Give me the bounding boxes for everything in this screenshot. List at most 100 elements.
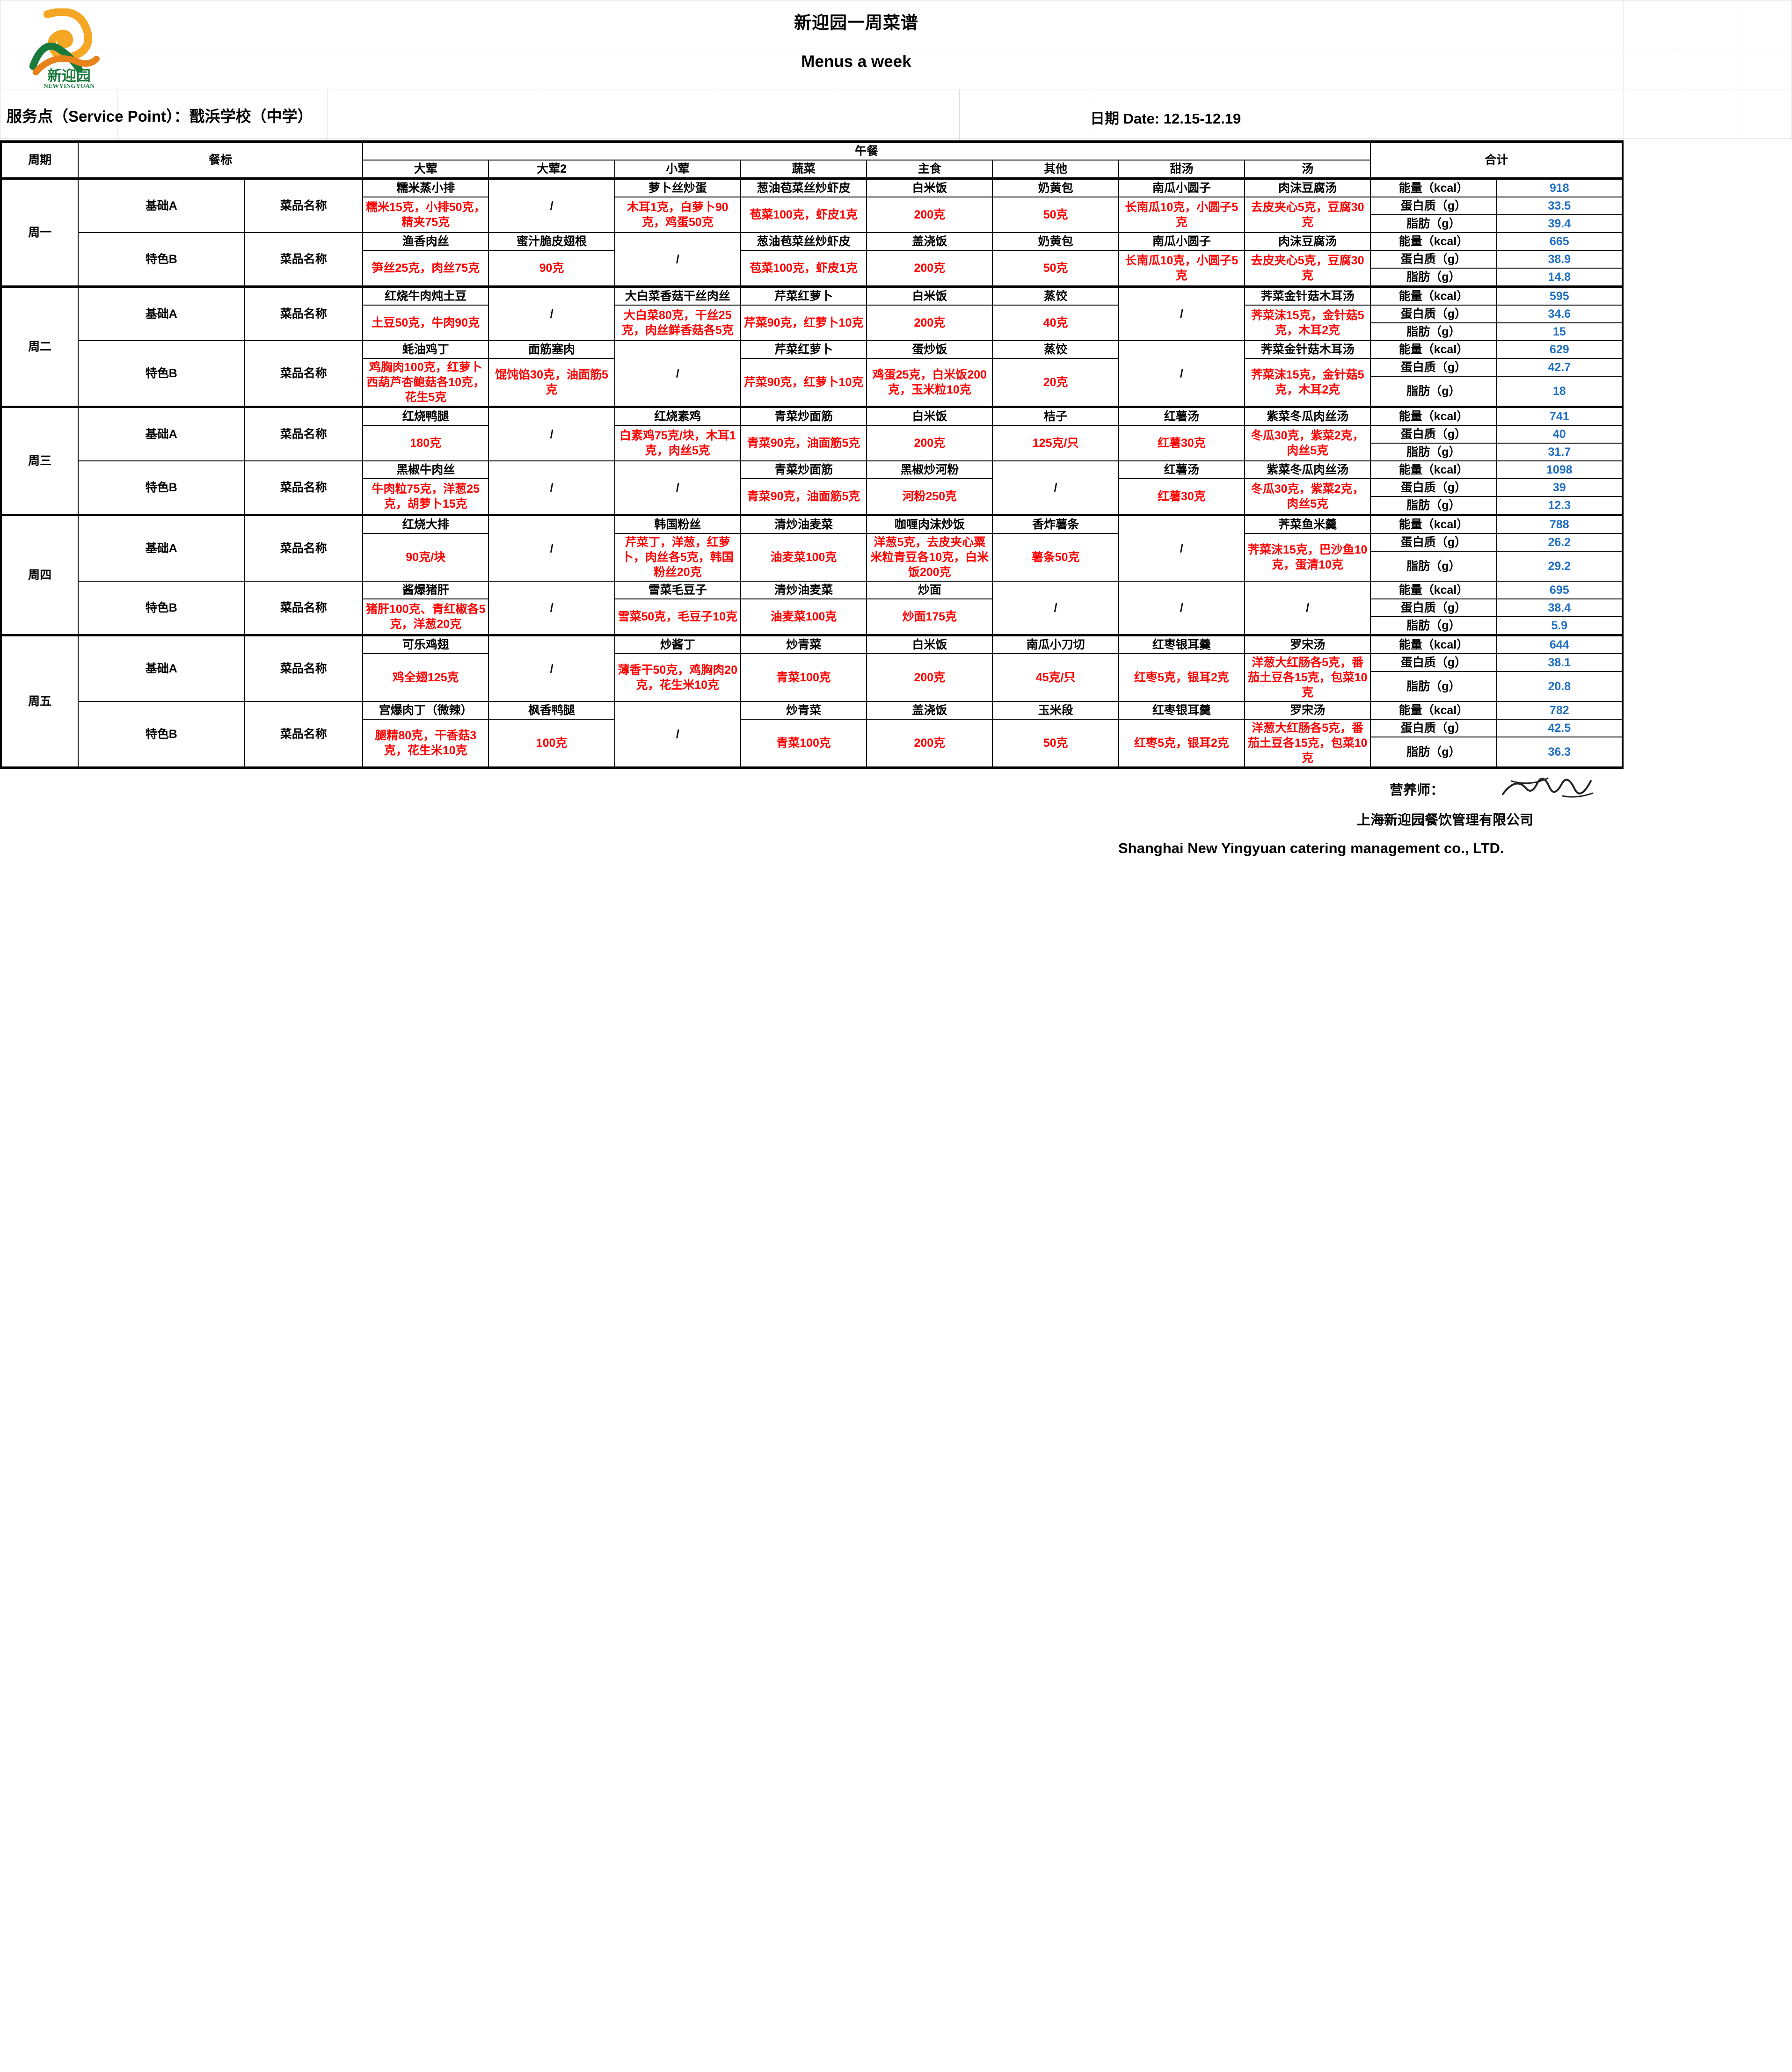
- page-footer: 营养师： 上海新迎园餐饮管理有限公司 Shanghai New Yingyuan…: [0, 769, 1792, 886]
- fat-value-1-0: 15: [1496, 322, 1624, 341]
- dish-qty-0-0-5: 50克: [992, 197, 1119, 233]
- fat-label-2-1: 脂肪（g）: [1370, 496, 1497, 516]
- dish-name-2-0-6: 红薯汤: [1118, 406, 1246, 426]
- dish-empty-3-0-1: /: [488, 514, 615, 582]
- meal-standard-2-1: 特色B: [78, 460, 245, 516]
- dish-name-2-0-7: 紫菜冬瓜肉丝汤: [1244, 406, 1371, 426]
- dish-name-3-1-2: 雪菜毛豆子: [614, 581, 741, 599]
- dish-name-label-1-1: 菜品名称: [244, 340, 364, 408]
- protein-value-4-1: 42.5: [1496, 719, 1624, 737]
- protein-label-1-1: 蛋白质（g）: [1370, 358, 1497, 377]
- dish-qty-4-0-6: 红枣5克，银耳2克: [1118, 653, 1246, 702]
- header-col-7: 汤: [1244, 160, 1371, 180]
- dish-qty-1-1-0: 鸡胸肉100克，红萝卜西葫芦杏鲍菇各10克，花生5克: [362, 358, 489, 408]
- dish-name-2-1-7: 紫菜冬瓜肉丝汤: [1244, 460, 1371, 479]
- dish-qty-1-0-4: 200克: [866, 305, 993, 341]
- dish-qty-2-0-3: 青菜90克，油面筋5克: [740, 425, 867, 461]
- dish-name-1-0-7: 荠菜金针菇木耳汤: [1244, 285, 1371, 306]
- dish-name-4-1-7: 罗宋汤: [1244, 701, 1371, 720]
- protein-label-4-1: 蛋白质（g）: [1370, 719, 1497, 737]
- dish-qty-0-1-3: 苞菜100克，虾皮1克: [740, 250, 867, 287]
- dish-name-4-0-5: 南瓜小刀切: [992, 634, 1119, 654]
- dish-name-label-0-0: 菜品名称: [244, 177, 364, 233]
- dish-qty-2-0-2: 白素鸡75克/块，木耳1克，肉丝5克: [614, 425, 741, 461]
- fat-value-1-1: 18: [1496, 376, 1624, 408]
- energy-label-2-0: 能量（kcal）: [1370, 406, 1497, 426]
- dish-name-2-1-3: 青菜炒面筋: [740, 460, 867, 479]
- table-row: 脂肪（g） 29.2: [1, 551, 1624, 582]
- dish-name-4-0-3: 炒青菜: [740, 634, 867, 654]
- date-range-label: 日期 Date: 12.15-12.19: [1090, 110, 1241, 127]
- dish-name-3-0-4: 咖喱肉沫炒饭: [866, 514, 993, 534]
- dish-name-0-1-3: 葱油苞菜丝炒虾皮: [740, 232, 867, 251]
- dish-name-2-1-0: 黑椒牛肉丝: [362, 460, 489, 479]
- energy-label-4-1: 能量（kcal）: [1370, 701, 1497, 720]
- dish-qty-1-0-3: 芹菜90克，红萝卜10克: [740, 305, 867, 341]
- energy-value-1-0: 595: [1496, 285, 1624, 306]
- dish-empty-1-1-2: /: [614, 340, 741, 408]
- dish-name-0-0-4: 白米饭: [866, 177, 993, 197]
- fat-value-0-0: 39.4: [1496, 214, 1624, 233]
- dish-name-0-1-1: 蜜汁脆皮翅根: [488, 232, 615, 251]
- header-col-3: 蔬菜: [740, 160, 867, 180]
- meal-standard-1-0: 基础A: [78, 285, 245, 341]
- dish-empty-3-0-6: /: [1118, 514, 1246, 582]
- dish-qty-3-0-4: 洋葱5克，去皮夹心粟米粒青豆各10克，白米饭200克: [866, 533, 993, 582]
- header-col-4: 主食: [866, 160, 993, 180]
- dish-name-0-0-3: 葱油苞菜丝炒虾皮: [740, 177, 867, 197]
- dish-name-4-0-0: 可乐鸡翅: [362, 634, 489, 654]
- dish-empty-3-1-1: /: [488, 581, 615, 636]
- dish-qty-4-1-0: 腿精80克，干香菇3克，花生米10克: [362, 719, 489, 768]
- dish-name-0-0-2: 萝卜丝炒蛋: [614, 177, 741, 197]
- dish-qty-4-0-4: 200克: [866, 653, 993, 702]
- dish-name-0-0-5: 奶黄包: [992, 177, 1119, 197]
- energy-label-2-1: 能量（kcal）: [1370, 460, 1497, 479]
- weekly-menu-table: 周期 餐标 午餐 合计 大荤 大荤2 小荤 蔬菜 主食 其他 甜汤汤周一 基础A 菜品名称 糯米蒸小排 / 萝…: [0, 140, 1624, 769]
- fat-value-4-0: 20.8: [1496, 671, 1624, 702]
- dish-name-1-0-2: 大白菜香菇干丝肉丝: [614, 285, 741, 306]
- energy-label-0-1: 能量（kcal）: [1370, 232, 1497, 251]
- dish-name-label-4-0: 菜品名称: [244, 634, 364, 702]
- header-cycle: 周期: [0, 140, 79, 179]
- energy-value-1-1: 629: [1496, 340, 1624, 359]
- logo-text-cn: 新迎园: [47, 67, 91, 84]
- table-row: 脂肪（g） 20.8: [1, 671, 1624, 702]
- dish-qty-0-0-2: 木耳1克，白萝卜90克，鸡蛋50克: [614, 197, 741, 233]
- meal-standard-3-0: 基础A: [78, 514, 245, 582]
- fat-value-4-1: 36.3: [1496, 737, 1624, 768]
- header-col-6: 甜汤: [1118, 160, 1246, 180]
- dish-name-3-1-0: 酱爆猪肝: [362, 581, 489, 599]
- dish-name-2-1-6: 红薯汤: [1118, 460, 1246, 479]
- dish-qty-2-1-6: 红薯30克: [1118, 478, 1246, 516]
- dish-qty-4-1-5: 50克: [992, 719, 1119, 768]
- dish-qty-2-1-0: 牛肉粒75克，洋葱25克，胡萝卜15克: [362, 478, 489, 516]
- dish-name-4-1-6: 红枣银耳羹: [1118, 701, 1246, 720]
- dish-name-4-1-0: 宫爆肉丁（微辣）: [362, 701, 489, 720]
- dish-name-label-1-0: 菜品名称: [244, 285, 364, 341]
- meal-standard-4-1: 特色B: [78, 701, 245, 768]
- dish-qty-1-0-7: 荠菜沫15克，金针菇5克，木耳2克: [1244, 305, 1371, 341]
- service-point-label: 服务点（Service Point）：戬浜学校（中学）: [7, 108, 313, 125]
- dish-name-2-1-4: 黑椒炒河粉: [866, 460, 993, 479]
- dish-name-4-1-3: 炒青菜: [740, 701, 867, 720]
- dish-empty-0-0-1: /: [488, 177, 615, 233]
- energy-label-1-0: 能量（kcal）: [1370, 285, 1497, 306]
- protein-label-3-1: 蛋白质（g）: [1370, 598, 1497, 617]
- header-col-1: 大荤2: [488, 160, 615, 180]
- fat-label-1-1: 脂肪（g）: [1370, 376, 1497, 408]
- dish-qty-3-0-2: 芹菜丁，洋葱，红萝卜，肉丝各5克，韩国粉丝20克: [614, 533, 741, 582]
- dish-name-0-1-6: 南瓜小圆子: [1118, 232, 1246, 251]
- protein-value-2-1: 39: [1496, 478, 1624, 497]
- fat-label-2-0: 脂肪（g）: [1370, 443, 1497, 461]
- dish-qty-0-0-7: 去皮夹心5克，豆腐30克: [1244, 197, 1371, 233]
- protein-label-3-0: 蛋白质（g）: [1370, 533, 1497, 552]
- dish-qty-4-0-0: 鸡全翅125克: [362, 653, 489, 702]
- fat-label-0-1: 脂肪（g）: [1370, 268, 1497, 287]
- dish-qty-4-0-7: 洋葱大红肠各5克，番茄土豆各15克，包菜10克: [1244, 653, 1371, 702]
- dish-qty-2-0-0: 180克: [362, 425, 489, 461]
- table-header-row-1: 周期 餐标 午餐 合计: [0, 140, 1624, 179]
- fat-value-3-1: 5.9: [1496, 616, 1624, 636]
- protein-value-3-1: 38.4: [1496, 598, 1624, 617]
- dish-name-0-1-7: 肉沫豆腐汤: [1244, 232, 1371, 251]
